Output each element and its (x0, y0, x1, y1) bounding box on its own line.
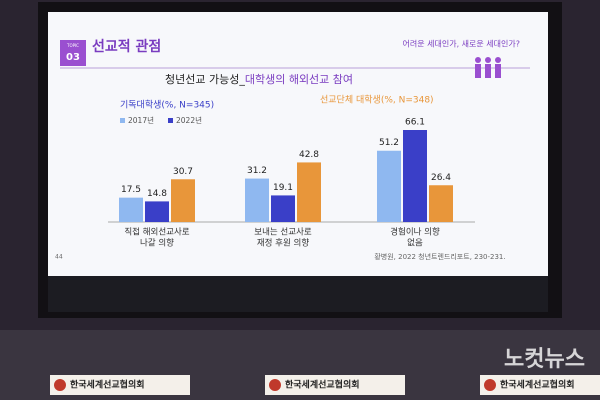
source: 황병원, 2022 청년트렌드리포트, 230-231. (374, 252, 505, 261)
value-label: 66.1 (405, 118, 425, 128)
legend-swatch (120, 118, 125, 123)
screen-bottom (48, 276, 548, 312)
slide (48, 12, 548, 276)
x-tick-label: 보내는 선교사로 (254, 228, 312, 238)
legend-label: 2017년 (128, 115, 154, 125)
bar (271, 195, 295, 222)
bar (429, 185, 453, 222)
banner-logo (484, 379, 496, 391)
value-label: 42.8 (299, 150, 319, 160)
bar (403, 130, 427, 222)
value-label: 30.7 (173, 167, 193, 177)
x-tick-label: 없음 (407, 239, 423, 249)
bar (377, 150, 401, 222)
chart-title: 청년선교 가능성_대학생의 해외선교 참여 (165, 72, 353, 86)
x-tick-label: 나갈 의향 (140, 238, 174, 249)
tagline: 어려운 세대인가, 새로운 세대인가? (403, 39, 520, 49)
people-icon (475, 57, 501, 78)
legend-label: 2022년 (176, 115, 202, 125)
banner-logo (269, 379, 281, 391)
banner (480, 375, 600, 395)
value-label: 26.4 (431, 173, 451, 183)
value-label: 17.5 (121, 185, 141, 195)
legend-swatch (168, 118, 173, 123)
banner (265, 375, 405, 395)
banner (50, 375, 190, 395)
badge-number: 03 (66, 52, 80, 63)
badge-top: TOPIC (66, 43, 79, 48)
bar (119, 197, 143, 222)
watermark: 노컷뉴스 (504, 347, 585, 372)
bar (245, 178, 269, 222)
x-tick-label: 경험이나 의향 (390, 227, 440, 238)
value-label: 19.1 (273, 183, 293, 193)
legend-label: 선교단체 대학생(%, N=348) (320, 95, 434, 106)
value-label: 31.2 (247, 166, 267, 176)
banner-text: 한국세계선교협의회 (70, 379, 145, 391)
banner-logo (54, 379, 66, 391)
banner-text: 한국세계선교협의회 (500, 379, 575, 391)
value-label: 14.8 (147, 189, 167, 199)
subtitle: 기독대학생(%, N=345) (120, 100, 214, 111)
page-number: 44 (55, 254, 63, 261)
heading: 선교적 관점 (92, 38, 161, 55)
x-tick-label: 재정 후원 의향 (257, 238, 310, 249)
value-label: 51.2 (379, 138, 399, 148)
bar (171, 179, 195, 222)
bar (297, 162, 321, 222)
chart-title-highlight: 대학생의 해외선교 참여 (245, 72, 353, 86)
x-tick-label: 직접 해외선교사로 (124, 227, 189, 238)
badge (60, 40, 86, 66)
banner-text: 한국세계선교협의회 (285, 379, 360, 391)
chart-title-part: 청년선교 가능성_ (165, 73, 245, 86)
bar (145, 201, 169, 222)
